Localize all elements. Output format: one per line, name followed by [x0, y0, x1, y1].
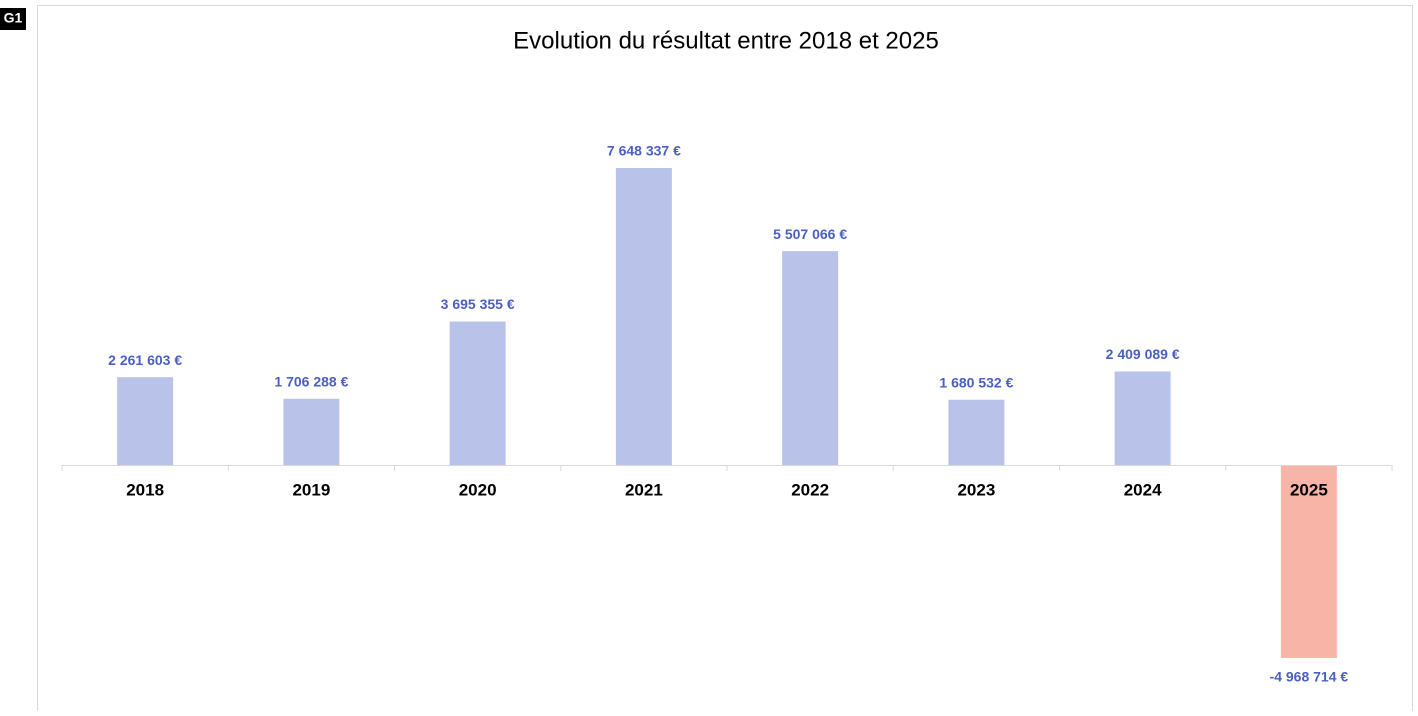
value-label: 2 261 603 €: [108, 352, 182, 368]
chart-title: Evolution du résultat entre 2018 et 2025: [513, 27, 939, 54]
x-tick-label: 2023: [957, 480, 995, 499]
value-label: 1 706 288 €: [274, 373, 348, 389]
bar: [948, 399, 1005, 465]
value-label: -4 968 714 €: [1270, 669, 1349, 685]
bar: [1280, 465, 1337, 658]
badge: G1: [4, 10, 23, 26]
value-label: 2 409 089 €: [1106, 346, 1180, 362]
x-tick-label: 2020: [459, 480, 497, 499]
bar: [615, 168, 672, 465]
value-label: 5 507 066 €: [773, 226, 847, 242]
bar: [782, 251, 839, 465]
value-label: 3 695 355 €: [441, 296, 515, 312]
bar: [1114, 371, 1171, 465]
x-tick-label: 2021: [625, 480, 663, 499]
x-tick-label: 2025: [1290, 480, 1328, 499]
x-tick-label: 2022: [791, 480, 829, 499]
x-tick-label: 2018: [126, 480, 164, 499]
value-label: 1 680 532 €: [939, 374, 1013, 390]
bar: [117, 377, 174, 465]
bar: [449, 321, 506, 465]
x-tick-label: 2019: [292, 480, 330, 499]
badge-bg: [0, 8, 26, 30]
bar: [283, 398, 340, 465]
x-tick-label: 2024: [1124, 480, 1162, 499]
value-label: 7 648 337 €: [607, 143, 681, 159]
